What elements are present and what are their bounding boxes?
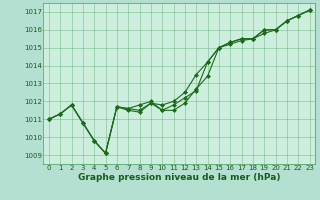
- X-axis label: Graphe pression niveau de la mer (hPa): Graphe pression niveau de la mer (hPa): [78, 173, 280, 182]
